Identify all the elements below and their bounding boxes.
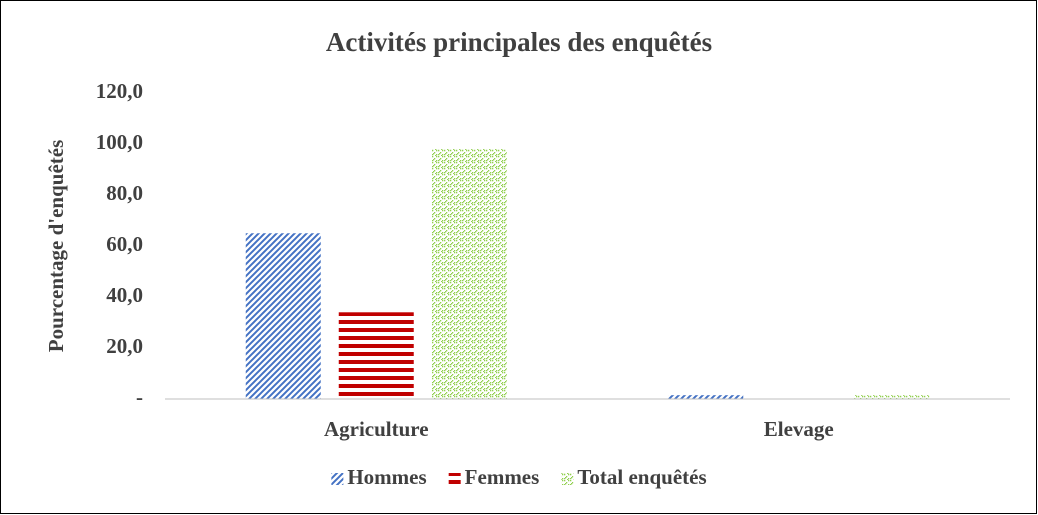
legend-swatch [331,473,344,485]
y-tick-label: - [136,385,143,409]
bar [431,149,507,399]
legend-swatch [448,473,461,485]
legend-label: Hommes [347,465,426,489]
y-tick-label: 100,0 [96,130,143,154]
y-tick-label: 120,0 [96,79,143,103]
legend-swatch [561,473,574,485]
y-tick-label: 60,0 [106,232,143,256]
bar [668,395,744,399]
y-tick-label: 20,0 [106,334,143,358]
y-axis-label: Pourcentage d'enquêtés [44,140,68,353]
x-tick-label: Agriculture [324,417,429,441]
chart-title: Activités principales des enquêtés [326,27,712,57]
bar [245,233,321,399]
y-tick-label: 40,0 [106,283,143,307]
bar [338,312,414,399]
x-tick-label: Elevage [764,417,834,441]
legend-label: Femmes [465,465,540,489]
y-tick-label: 80,0 [106,181,143,205]
bar [854,395,930,399]
legend-label: Total enquêtés [577,465,706,489]
